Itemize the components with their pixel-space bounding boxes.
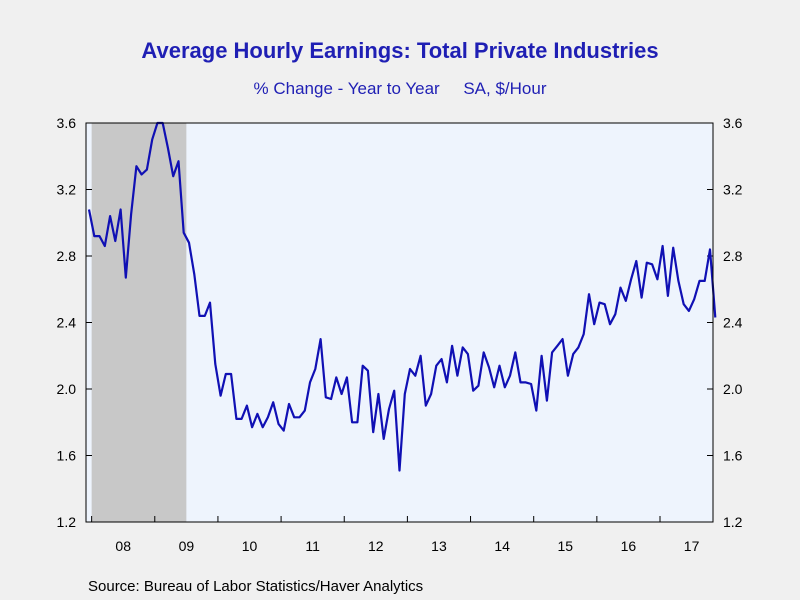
source-note: Source: Bureau of Labor Statistics/Haver… <box>88 578 424 595</box>
x-tick-label: 09 <box>179 538 195 554</box>
y-tick-label-left: 2.4 <box>57 315 77 331</box>
x-tick-label: 08 <box>115 538 131 554</box>
chart-title: Average Hourly Earnings: Total Private I… <box>141 38 659 63</box>
y-tick-label-left: 3.6 <box>57 115 77 131</box>
x-tick-label: 12 <box>368 538 384 554</box>
plot-border <box>85 122 714 523</box>
x-tick-label: 17 <box>684 538 700 554</box>
y-tick-label-left: 2.8 <box>57 248 77 264</box>
recession-shading <box>91 123 187 522</box>
y-tick-label-right: 3.6 <box>723 115 743 131</box>
y-tick-label-left: 3.2 <box>57 182 77 198</box>
y-tick-label-left: 2.0 <box>57 381 77 397</box>
y-tick-label-right: 3.2 <box>723 182 743 198</box>
series-line <box>87 121 717 472</box>
y-tick-label-right: 1.6 <box>723 448 743 464</box>
y-tick-label-left: 1.6 <box>57 448 77 464</box>
y-tick-label-right: 2.0 <box>723 381 743 397</box>
x-tick-label: 11 <box>305 538 320 554</box>
y-tick-label-left: 1.2 <box>57 514 77 530</box>
x-tick-label: 10 <box>242 538 258 554</box>
y-tick-label-right: 2.8 <box>723 248 743 264</box>
y-tick-label-right: 2.4 <box>723 315 743 331</box>
x-tick-label: 14 <box>494 538 510 554</box>
x-tick-label: 15 <box>557 538 573 554</box>
y-tick-label-right: 1.2 <box>723 514 743 530</box>
chart-subtitle: % Change - Year to Year SA, $/Hour <box>253 79 547 98</box>
x-tick-label: 13 <box>431 538 447 554</box>
x-tick-label: 16 <box>621 538 637 554</box>
